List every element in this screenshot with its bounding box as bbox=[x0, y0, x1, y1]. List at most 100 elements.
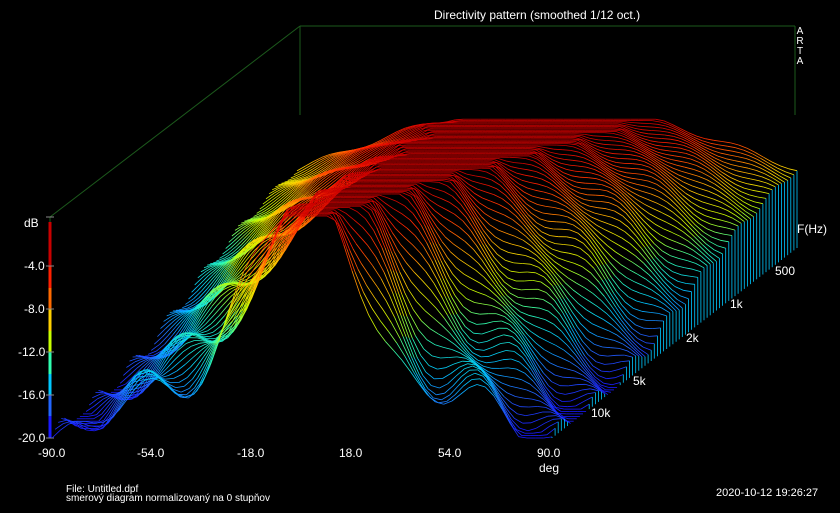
response-line-segment bbox=[509, 184, 519, 196]
response-line-segment bbox=[598, 237, 608, 246]
response-line-segment bbox=[531, 245, 541, 255]
response-line-segment bbox=[748, 208, 757, 214]
response-line-segment bbox=[487, 165, 496, 168]
response-line-segment bbox=[583, 365, 593, 377]
response-line-segment bbox=[442, 373, 452, 379]
response-line-segment bbox=[601, 234, 611, 241]
response-line-segment bbox=[614, 275, 624, 285]
response-line-segment bbox=[495, 211, 505, 216]
response-line-segment bbox=[252, 221, 262, 230]
response-line-segment bbox=[259, 202, 269, 210]
response-line-segment bbox=[463, 176, 473, 182]
response-line-segment bbox=[623, 141, 632, 146]
response-line-segment bbox=[657, 269, 667, 280]
response-line-segment bbox=[675, 208, 685, 218]
response-line-segment bbox=[471, 378, 481, 380]
response-line-segment bbox=[658, 254, 668, 263]
response-line-segment bbox=[403, 236, 413, 245]
response-line-segment bbox=[660, 149, 670, 152]
response-line-segment bbox=[553, 173, 563, 183]
response-line-segment bbox=[683, 217, 693, 227]
response-line-segment bbox=[458, 329, 468, 343]
response-line-segment bbox=[529, 383, 539, 392]
response-line-segment bbox=[222, 264, 232, 278]
response-line-segment bbox=[546, 274, 556, 286]
response-line-segment bbox=[669, 150, 678, 153]
response-line-segment bbox=[231, 229, 241, 237]
response-line-segment bbox=[307, 164, 317, 171]
response-line-segment bbox=[215, 315, 225, 326]
response-line-segment bbox=[600, 147, 609, 150]
footer-timestamp: 2020-10-12 19:26:27 bbox=[716, 487, 819, 499]
response-line-segment bbox=[627, 133, 637, 140]
response-line-segment bbox=[207, 263, 216, 266]
response-line-segment bbox=[466, 173, 476, 177]
response-line-segment bbox=[602, 173, 612, 180]
response-line-segment bbox=[563, 349, 573, 358]
response-line-segment bbox=[406, 187, 416, 190]
response-line-segment bbox=[517, 157, 526, 159]
response-line-segment bbox=[694, 147, 704, 154]
response-line-segment bbox=[455, 192, 465, 204]
response-line-segment bbox=[682, 132, 691, 138]
response-line-segment bbox=[506, 392, 516, 397]
response-line-segment bbox=[584, 287, 594, 294]
response-line-segment bbox=[681, 251, 691, 256]
response-line-segment bbox=[753, 174, 762, 178]
response-line-segment bbox=[146, 374, 156, 376]
response-line-segment bbox=[715, 147, 725, 151]
response-line-segment bbox=[330, 161, 340, 169]
response-line-segment bbox=[692, 168, 702, 173]
response-line-segment bbox=[197, 337, 207, 341]
response-line-segment bbox=[717, 245, 726, 249]
response-line-segment bbox=[645, 136, 654, 139]
response-line-segment bbox=[729, 154, 738, 157]
response-line-segment bbox=[584, 199, 593, 202]
response-line-segment bbox=[250, 220, 260, 228]
response-line-segment bbox=[739, 203, 749, 210]
response-line-segment bbox=[681, 171, 691, 175]
response-line-segment bbox=[750, 178, 759, 181]
response-line-segment bbox=[635, 198, 645, 205]
response-line-segment bbox=[460, 204, 470, 217]
response-line-segment bbox=[229, 288, 239, 309]
response-line-segment bbox=[548, 199, 558, 203]
response-line-segment bbox=[597, 167, 607, 174]
response-line-segment bbox=[591, 252, 601, 266]
response-line-segment bbox=[545, 407, 555, 412]
response-line-segment bbox=[292, 181, 302, 187]
response-line-segment bbox=[422, 374, 432, 386]
response-line-segment bbox=[301, 165, 311, 171]
response-line-segment bbox=[366, 149, 376, 156]
response-line-segment bbox=[401, 130, 410, 137]
response-line-segment bbox=[522, 357, 532, 369]
response-line-segment bbox=[516, 346, 526, 357]
response-line-segment bbox=[592, 365, 602, 372]
response-line-segment bbox=[469, 169, 479, 171]
response-line-segment bbox=[639, 195, 648, 200]
response-line-segment bbox=[610, 293, 620, 308]
response-line-segment bbox=[631, 144, 641, 150]
response-line-segment bbox=[362, 158, 371, 165]
response-line-segment bbox=[752, 153, 761, 159]
response-line-segment bbox=[318, 171, 327, 178]
response-line-segment bbox=[421, 320, 431, 329]
response-line-segment bbox=[607, 159, 617, 163]
response-line-segment bbox=[658, 141, 668, 144]
response-line-segment bbox=[464, 241, 474, 250]
response-line-segment bbox=[332, 178, 342, 190]
response-line-segment bbox=[501, 283, 511, 294]
response-line-segment bbox=[581, 355, 591, 368]
response-line-segment bbox=[649, 123, 658, 125]
response-line-segment bbox=[575, 137, 584, 141]
response-line-segment bbox=[450, 314, 460, 331]
response-line-segment bbox=[458, 258, 468, 265]
response-line-segment bbox=[401, 213, 411, 221]
response-line-segment bbox=[690, 254, 699, 260]
response-line-segment bbox=[663, 280, 673, 291]
response-line-segment bbox=[621, 192, 631, 202]
response-line-segment bbox=[633, 151, 643, 155]
response-line-segment bbox=[521, 379, 531, 385]
response-line-segment bbox=[324, 179, 334, 187]
response-line-segment bbox=[621, 135, 630, 140]
